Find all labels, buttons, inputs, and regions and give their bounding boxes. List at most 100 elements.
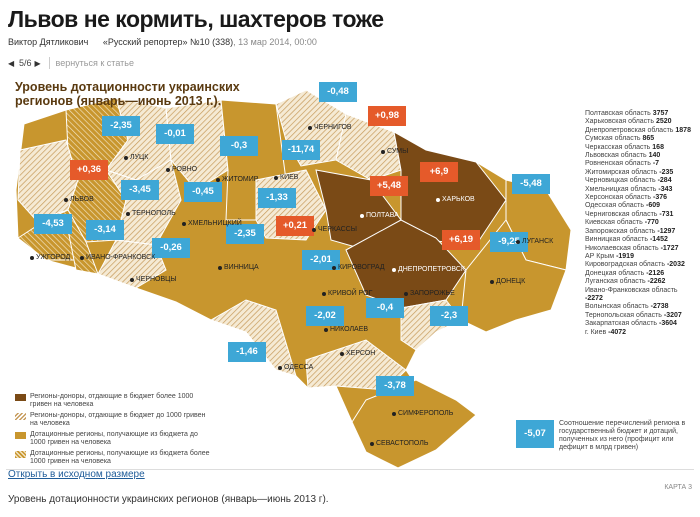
ranking-region-value: -1919 [616,252,634,260]
ranking-region-value: -731 [659,210,674,218]
city-label: УЖГОРОД [30,254,70,261]
ranking-region-value: -2738 [650,303,669,311]
pin-crimea: -3,78 [376,376,414,396]
ranking-region-value: -7 [652,160,660,168]
ranking-region-name: Николаевская область [585,244,659,252]
ranking-region-name: г. Киев [585,328,607,336]
ranking-region-name: Закарпатская область [585,320,658,328]
ranking-region-name: Запорожская область [585,227,656,235]
ranking-item: Черниговская область -731 [585,211,693,219]
ranking-item: Донецкая область -2126 [585,270,693,278]
ranking-item: Тернопольская область -3207 [585,312,693,320]
pin-kharkiv: +6,9 [420,162,458,182]
region-odesa [209,299,297,377]
ranking-item: Львовская область 140 [585,152,693,160]
legend-swatch [15,432,26,439]
card-label: КАРТА 3 [664,484,692,491]
gallery-counter: 5/6 [19,58,32,68]
pin-cherkasy: +0,21 [276,216,314,236]
ranking-region-value: 140 [648,152,661,160]
ranking-region-value: -2126 [646,269,665,277]
ranking-item: Винницкая область -1452 [585,236,693,244]
ranking-region-name: Херсонская область [585,194,652,202]
triangle-right-icon[interactable]: ▶ [34,58,41,68]
ranking-item: Луганская область -2262 [585,278,693,286]
ranking-region-value: 3757 [652,110,669,117]
open-full-size-link[interactable]: Открыть в исходном размере [8,469,145,480]
city-label: ОДЕССА [278,364,313,371]
city-label: ХАРЬКОВ [436,196,475,203]
city-label: ХЕРСОН [340,350,375,357]
ranking-item: Запорожская область -1297 [585,228,693,236]
image-caption: Уровень дотационности украинских регионо… [8,494,329,505]
pin-ternopil: -3,45 [121,180,159,200]
author-link[interactable]: Виктор Дятликович [8,37,89,47]
ranking-region-value: -235 [659,168,674,176]
ranking-region-value: -3207 [663,311,682,319]
pin-sumy: +0,98 [368,106,406,126]
region-ranking-list: Полтавская область 3757 Харьковская облас… [585,110,693,337]
ranking-region-name: Хмельницкая область [585,185,657,193]
ranking-region-name: Волынская область [585,303,649,311]
map-legend: Регионы-доноры, отдающие в бюджет более … [15,393,215,469]
pager-divider [48,57,50,69]
city-label: ЛУГАНСК [516,238,553,245]
pin-vinnytsia: -2,35 [226,224,264,244]
ranking-region-name: Ровненская область [585,160,651,168]
city-label: СУМЫ [381,148,408,155]
triangle-left-icon[interactable]: ◀ [8,58,15,68]
pin-luhansk: -5,48 [512,174,550,194]
pin-volyn: -2,35 [102,116,140,136]
ranking-region-name: АР Крым [585,252,615,260]
ranking-item: Хмельницкая область -343 [585,186,693,194]
ranking-region-name: Черкасская область [585,143,651,151]
ranking-item: Волынская область -2738 [585,303,693,311]
legend-item: Регионы-доноры, отдающие в бюджет более … [15,393,215,409]
city-label: ДНЕПРОПЕТРОВСК [392,266,465,273]
region-sumy [335,113,402,181]
ranking-region-value: -284 [657,177,672,185]
gallery-pager: ◀ 5/6 ▶ вернуться к статье [8,57,134,69]
ranking-item: АР Крым -1919 [585,253,693,261]
ranking-region-name: Черновицкая область [585,177,656,185]
pin-kyiv-oblast: -1,33 [258,188,296,208]
legend-swatch [15,394,26,401]
pin-ivano-frankivsk: -3,14 [86,220,124,240]
ranking-item: Черкасская область 168 [585,144,693,152]
city-label: ПОЛТАВА [360,212,399,219]
city-label: ЧЕРКАССЫ [312,226,357,233]
ranking-region-value: -2032 [666,261,685,269]
explain-text: Соотношение перечислений региона в госуд… [559,420,686,451]
ranking-region-value: -376 [653,194,668,202]
city-label: ДОНЕЦК [490,278,525,285]
city-label: НИКОЛАЕВ [324,326,368,333]
publication-link[interactable]: «Русский репортер» №10 (338) [102,37,234,47]
pin-donetsk: -9,25 [490,232,528,252]
legend-swatch [15,413,26,420]
city-label: ЧЕРНИГОВ [308,124,352,131]
pin-mykolaiv: -2,02 [306,306,344,326]
ranking-region-name: Винницкая область [585,236,648,244]
ranking-item: Кировоградская область -2032 [585,261,693,269]
ranking-region-value: -770 [644,219,659,227]
pin-kirovohrad: -2,01 [302,250,340,270]
ranking-item: Ивано-Франковская область -2272 [585,287,693,304]
pin-zhytomyr: -0,3 [220,136,258,156]
back-to-article-link[interactable]: вернуться к статье [55,58,134,68]
ranking-region-name: Черниговская область [585,210,658,218]
pin-poltava: +5,48 [370,176,408,196]
pin-zaporizhzhia: -0,4 [366,298,404,318]
ranking-region-value: -3604 [659,320,677,328]
city-label: РОВНО [166,166,197,173]
ranking-item: Полтавская область 3757 [585,110,693,118]
subsidy-map[interactable]: Уровень дотационности украинских регионо… [6,70,694,470]
pin-chernivtsi: -0,26 [152,238,190,258]
ranking-item: Харьковская область 2520 [585,118,693,126]
ranking-region-name: Харьковская область [585,118,655,126]
city-label: КРИВОЙ РОГ [322,290,372,297]
ranking-region-name: Кировоградская область [585,261,665,269]
city-label: ЖИТОМИР [216,176,258,183]
ranking-item: Днепропетровская область 1878 [585,127,693,135]
ranking-region-value: 2520 [656,118,672,126]
article-meta: Виктор Дятликович «Русский репортер» №10… [8,37,317,47]
